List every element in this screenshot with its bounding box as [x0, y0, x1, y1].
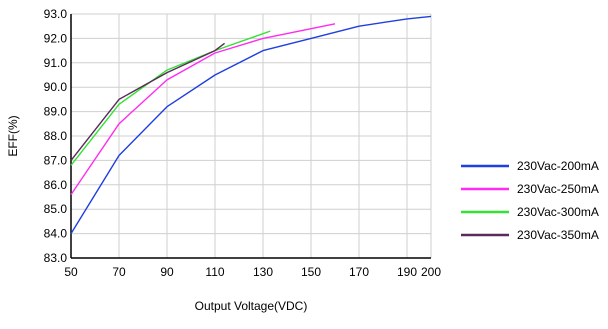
y-tick-label: 92.0 — [44, 31, 68, 45]
x-tick-label: 130 — [253, 265, 273, 279]
legend-label-3: 230Vac-300mA — [517, 205, 599, 219]
y-tick-label: 88.0 — [44, 129, 68, 143]
x-tick-label: 170 — [349, 265, 369, 279]
y-tick-label: 84.0 — [44, 227, 68, 241]
series-line-1 — [70, 15, 432, 234]
y-tick-label: 87.0 — [44, 153, 68, 167]
x-tick-label: 150 — [301, 265, 321, 279]
x-tick-label: 50 — [64, 265, 78, 279]
y-axis-title: EFF(%) — [6, 115, 20, 156]
x-tick-label: 190 — [397, 265, 417, 279]
series-line-2 — [70, 23, 336, 195]
axes — [70, 14, 431, 259]
legend-label-2: 230Vac-250mA — [517, 182, 599, 196]
y-tick-label: 91.0 — [44, 56, 68, 70]
x-tick-label: 90 — [160, 265, 174, 279]
y-tick-label: 85.0 — [44, 202, 68, 216]
legend-label-4: 230Vac-350mA — [517, 228, 599, 242]
y-tick-label: 93.0 — [44, 7, 68, 21]
grid — [70, 13, 432, 259]
x-axis-title: Output Voltage(VDC) — [195, 299, 308, 313]
tick-labels: 83.0 84.0 85.0 86.0 87.0 88.0 89.0 90.0 91.0 92.0… — [44, 7, 442, 279]
y-tick-label: 83.0 — [44, 251, 68, 265]
y-tick-label: 86.0 — [44, 178, 68, 192]
legend-label-1: 230Vac-200mA — [517, 159, 599, 173]
y-tick-label: 90.0 — [44, 80, 68, 94]
y-tick-label: 89.0 — [44, 105, 68, 119]
series-line-4 — [70, 42, 226, 161]
legend: 230Vac-200mA 230Vac-250mA 230Vac-300mA 230V… — [461, 159, 599, 242]
x-tick-label: 110 — [205, 265, 224, 279]
x-tick-label: 200 — [421, 265, 441, 279]
series-line-3 — [70, 30, 271, 166]
x-tick-label: 70 — [112, 265, 126, 279]
series-lines — [70, 15, 432, 234]
